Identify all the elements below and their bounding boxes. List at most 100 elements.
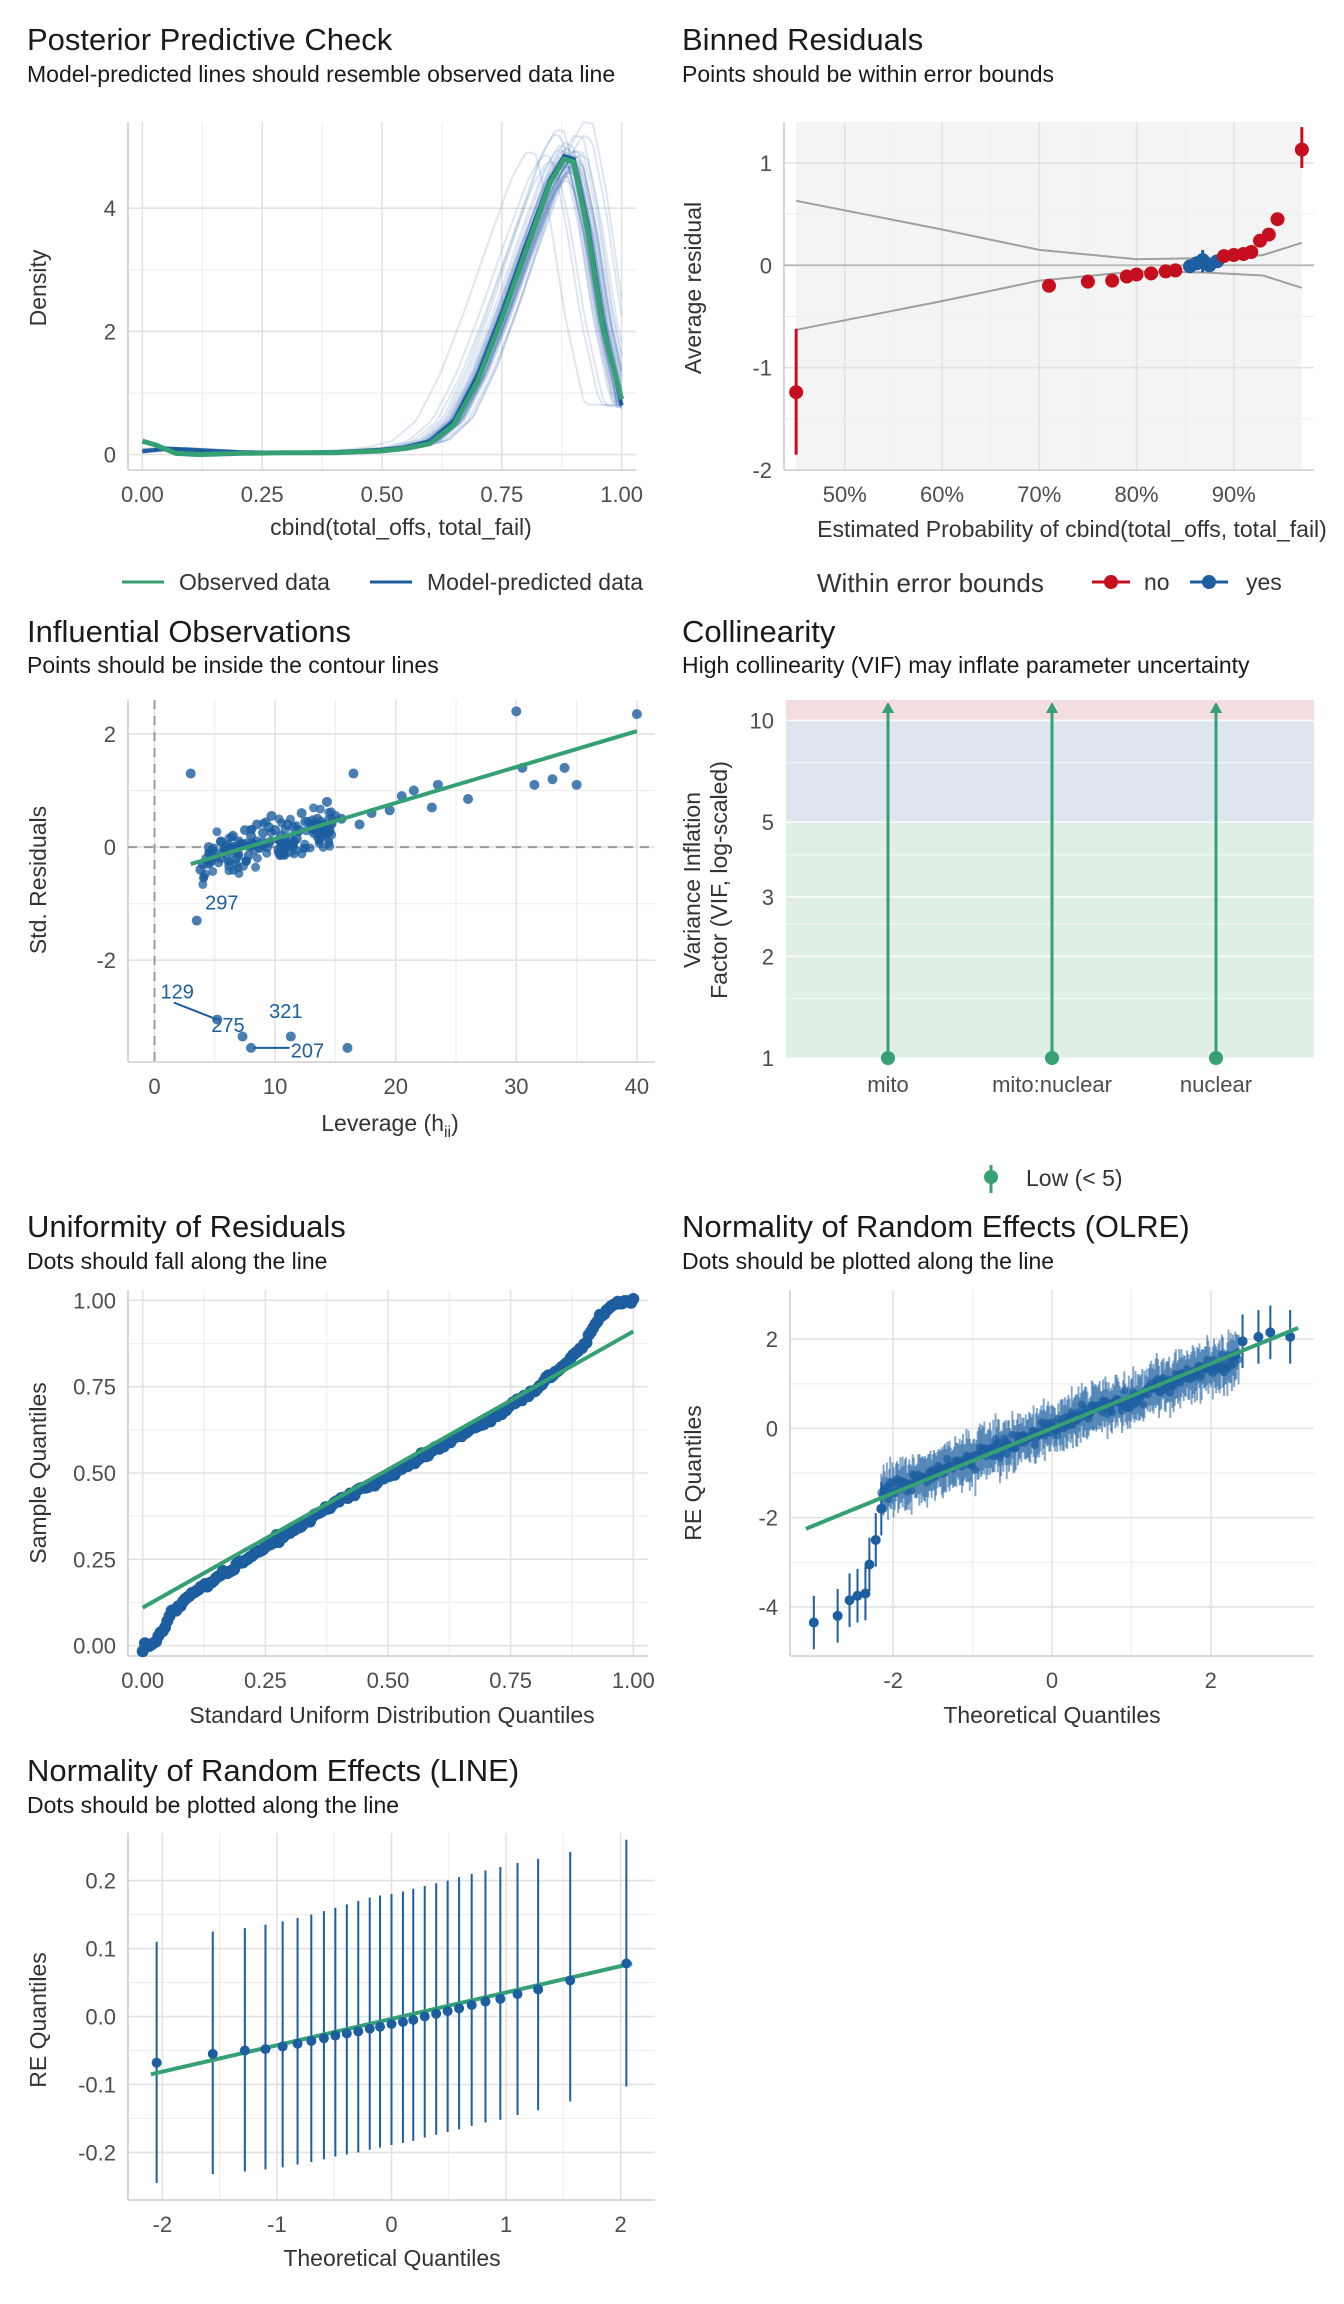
panel-influence: Influential Observations Points should b…: [25, 614, 655, 1141]
x-tick-label: 2: [1205, 1668, 1217, 1693]
x-tick-label: 70%: [1017, 482, 1061, 507]
legend-label-observed: Observed data: [179, 569, 330, 595]
ppc-y-label: Density: [25, 249, 51, 326]
outlier-label: 275: [211, 1015, 244, 1037]
binned-plot-area: 50% 60% 70% 80% 90% -2 -1 0 1: [752, 122, 1314, 507]
x-tick-label: 2: [615, 2212, 627, 2237]
y-tick-label: 0.0: [85, 2005, 116, 2030]
x-tick-label: 10: [263, 1074, 287, 1099]
vif-point: [1045, 1051, 1059, 1065]
y-tick-label: 0: [104, 835, 116, 860]
legend-label-yes: yes: [1246, 569, 1282, 595]
olre-plot-area: -2 0 2 -4 -2 0 2: [758, 1290, 1314, 1693]
re-point: [860, 1588, 871, 1599]
x-tick-label: 0.00: [121, 482, 164, 507]
observation-point: [208, 866, 218, 876]
observation-point: [426, 802, 437, 813]
observation-point: [571, 779, 582, 790]
x-tick-label: 1.00: [612, 1668, 655, 1693]
observation-point: [300, 839, 310, 849]
re-point: [239, 2045, 250, 2056]
ppc-subtitle: Model-predicted lines should resemble ob…: [27, 61, 615, 87]
y-tick-label: 2: [766, 1327, 778, 1352]
unif-plot-area: 0.00 0.25 0.50 0.75 1.00 0.00 0.25 0.50 0.75 1.00: [73, 1288, 655, 1693]
re-point: [870, 1534, 881, 1545]
observation-point: [315, 804, 325, 814]
re-point: [621, 1958, 632, 1969]
influence-x-label-sub: ii: [444, 1124, 451, 1141]
panel-binned: Binned Residuals Points should be within…: [680, 22, 1327, 598]
observation-point: [233, 836, 244, 847]
y-tick-label: -0.1: [78, 2072, 116, 2097]
x-tick-label: 0.50: [361, 482, 404, 507]
x-tick-label: 0.25: [244, 1668, 287, 1693]
observation-point: [252, 853, 262, 863]
binned-residual-point: [1080, 274, 1095, 289]
y-tick-label: -2: [758, 1506, 778, 1531]
observation-point: [408, 785, 419, 796]
panel-vif: Collinearity High collinearity (VIF) may…: [679, 614, 1314, 1193]
binned-residual-point: [1144, 266, 1159, 281]
x-tick-label: 0.50: [367, 1668, 410, 1693]
y-tick-label: -2: [96, 948, 116, 973]
legend-dot-low: [984, 1170, 998, 1184]
y-tick-label: -2: [752, 458, 772, 483]
x-tick-label: 60%: [920, 482, 964, 507]
re-point: [1285, 1331, 1296, 1342]
binned-x-label: Estimated Probability of cbind(total_off…: [817, 516, 1327, 542]
x-tick-label: 80%: [1114, 482, 1158, 507]
re-point: [808, 1617, 819, 1628]
re-point: [431, 2008, 442, 2019]
x-tick-label: 0.75: [480, 482, 523, 507]
re-point: [292, 2038, 303, 2049]
ppc-legend: Observed data Model-predicted data: [122, 569, 643, 595]
vif-arrow-head: [882, 702, 894, 713]
x-tick-label: 0.25: [241, 482, 284, 507]
y-tick-label: 3: [762, 885, 774, 910]
binned-subtitle: Points should be within error bounds: [682, 61, 1054, 87]
y-tick-label: 0: [766, 1416, 778, 1441]
influence-x-label-tail: ): [451, 1110, 459, 1136]
panel-ppc: Posterior Predictive Check Model-predict…: [25, 22, 643, 595]
binned-residual-point: [1244, 244, 1259, 259]
observation-point: [246, 1042, 257, 1053]
observation-point: [234, 868, 244, 878]
observation-point: [237, 1031, 248, 1042]
re-point: [565, 1975, 576, 1986]
re-point: [844, 1595, 855, 1606]
x-tick-label: 0: [148, 1074, 160, 1099]
x-tick-label: -1: [267, 2212, 287, 2237]
y-tick-label: -1: [752, 356, 772, 381]
outlier-label: 207: [291, 1041, 324, 1063]
low-vif-band: [786, 822, 1314, 1058]
y-tick-label: 1: [760, 151, 772, 176]
observation-point: [384, 805, 395, 816]
outlier-label: 321: [269, 1001, 302, 1023]
quantile-point: [627, 1292, 640, 1305]
olre-x-label: Theoretical Quantiles: [943, 1702, 1160, 1728]
y-tick-label: 1.00: [73, 1288, 116, 1313]
observation-point: [308, 827, 319, 838]
re-point: [330, 2030, 341, 2041]
x-tick-label: -2: [153, 2212, 173, 2237]
reference-line: [141, 1329, 635, 1610]
vif-point: [1209, 1051, 1223, 1065]
vif-subtitle: High collinearity (VIF) may inflate para…: [682, 652, 1250, 678]
x-tick-label: 1.00: [600, 482, 643, 507]
panel-olre: Normality of Random Effects (OLRE) Dots …: [680, 1209, 1314, 1728]
unif-x-label: Standard Uniform Distribution Quantiles: [189, 1702, 594, 1728]
upper-error-bound: [796, 199, 1303, 261]
legend-label-predicted: Model-predicted data: [427, 569, 643, 595]
y-tick-label: 0.1: [85, 1937, 116, 1962]
vif-title: Collinearity: [682, 614, 836, 649]
x-tick-label: mito: [867, 1072, 909, 1097]
vif-plot-area: 1 2 3 5 10 mito mito:nuclear nuclear: [750, 700, 1314, 1097]
unif-y-label: Sample Quantiles: [25, 1382, 51, 1564]
binned-residual-point: [1168, 263, 1183, 278]
fit-line: [190, 729, 638, 866]
binned-residual-point: [1270, 212, 1285, 227]
re-point: [353, 2026, 364, 2037]
legend-label-low: Low (< 5): [1026, 1165, 1123, 1191]
x-tick-label: nuclear: [1180, 1072, 1252, 1097]
